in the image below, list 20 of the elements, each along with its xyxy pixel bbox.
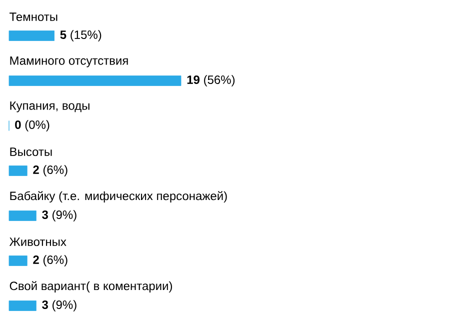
data-label: 19 (56%) bbox=[187, 75, 235, 86]
y-tick-label: Бабайку (т.е. мифических персонажей) bbox=[10, 191, 227, 203]
y-tick-label: Высоты bbox=[10, 148, 52, 156]
data-label: 5 (15%) bbox=[60, 30, 102, 42]
bar bbox=[8, 76, 182, 86]
bar bbox=[8, 30, 54, 41]
y-tick-label: Животных bbox=[9, 238, 66, 246]
y-tick-label: Свой вариант( в коментарии) bbox=[10, 281, 172, 293]
data-label: 2 (6%) bbox=[33, 255, 68, 266]
data-label: 3 (9%) bbox=[42, 300, 76, 312]
data-label: 0 (0%) bbox=[15, 120, 50, 132]
data-label: 2 (6%) bbox=[33, 165, 68, 176]
bar bbox=[8, 256, 28, 266]
y-tick-label: Купания, воды bbox=[10, 101, 90, 112]
bar bbox=[8, 210, 36, 221]
data-label: 3 (9%) bbox=[42, 210, 76, 222]
bar bbox=[8, 300, 36, 311]
bar bbox=[8, 166, 28, 176]
y-tick-label: Темноты bbox=[10, 12, 58, 22]
y-tick-label: Маминого отсутствия bbox=[10, 56, 128, 68]
